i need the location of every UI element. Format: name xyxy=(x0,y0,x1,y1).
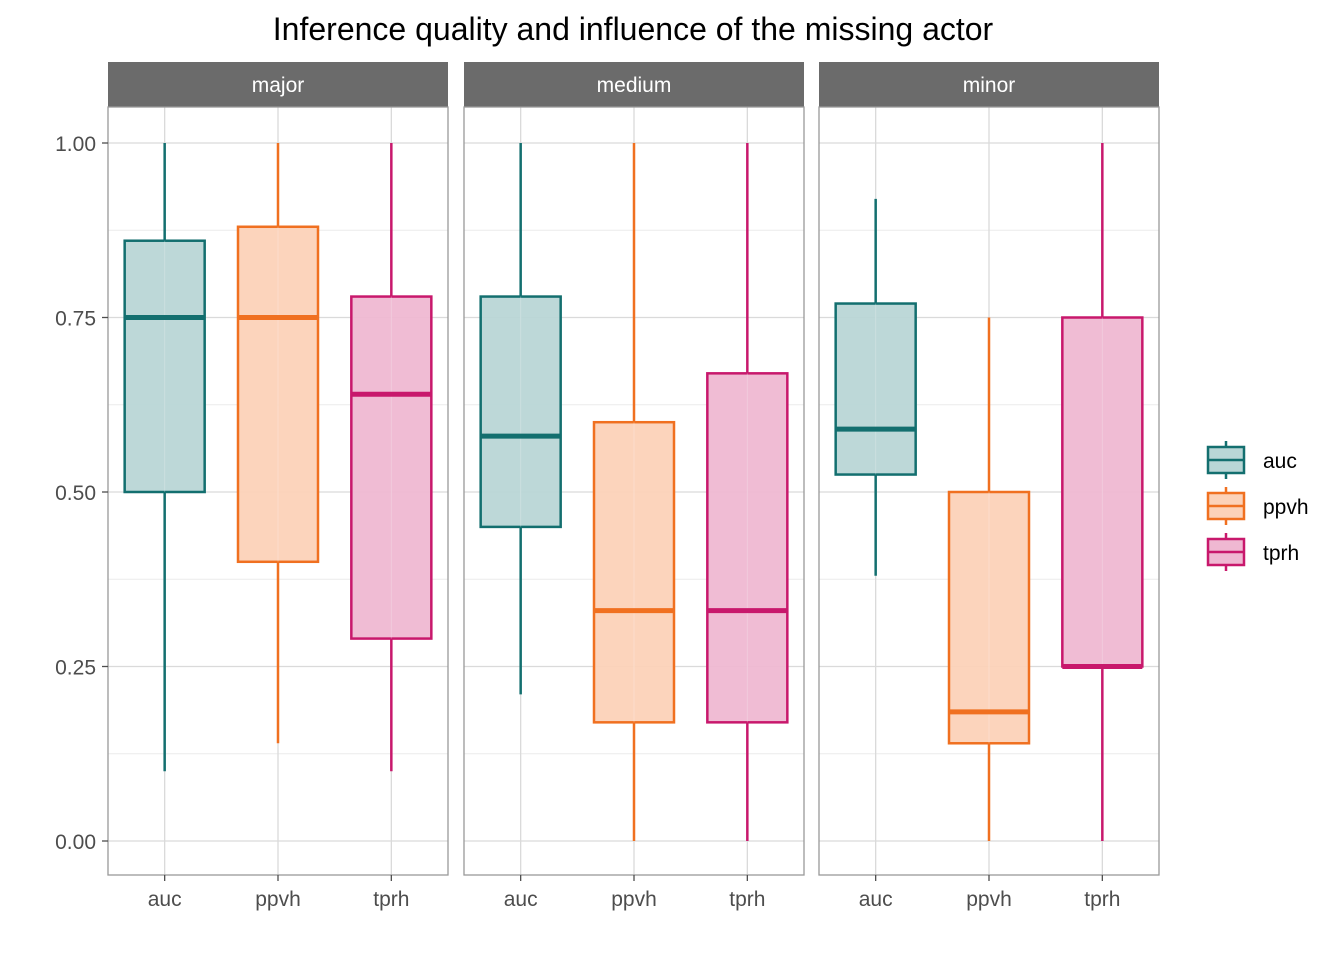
box-body xyxy=(350,295,433,640)
legend: auc ppvh tprh xyxy=(1206,441,1309,571)
y-tick-label: 0.00 xyxy=(55,831,96,854)
x-tick-label: tprh xyxy=(373,888,409,911)
x-tick-label: auc xyxy=(859,888,893,911)
box-body xyxy=(236,225,320,564)
x-tick-label: tprh xyxy=(729,888,765,911)
x-tick-label: ppvh xyxy=(611,888,657,911)
chart-title: Inference quality and influence of the m… xyxy=(273,11,994,47)
box-auc xyxy=(834,198,917,576)
box-ppvh xyxy=(236,143,320,744)
box-ppvh xyxy=(592,143,676,841)
box-auc xyxy=(123,143,206,772)
legend-label: tprh xyxy=(1263,542,1299,565)
y-tick-label: 0.50 xyxy=(55,482,96,505)
legend-label: ppvh xyxy=(1263,496,1309,519)
legend-item-tprh: tprh xyxy=(1206,533,1299,571)
box-body xyxy=(123,239,206,494)
box-ppvh xyxy=(947,317,1031,841)
legend-label: auc xyxy=(1263,450,1297,473)
facet-panel-minor: minor auc ppvh tprh xyxy=(818,62,1160,911)
facet-strip-label: minor xyxy=(963,74,1016,97)
facet-panel-medium: medium auc ppvh tprh xyxy=(463,62,805,911)
facet-strip-label: major xyxy=(252,74,305,97)
box-auc xyxy=(479,143,562,695)
x-tick-label: auc xyxy=(148,888,182,911)
facet-strip xyxy=(108,62,448,107)
box-tprh xyxy=(350,143,433,772)
legend-item-ppvh: ppvh xyxy=(1206,487,1309,525)
y-tick-label: 1.00 xyxy=(55,133,96,156)
box-body xyxy=(479,295,562,529)
facet-strip xyxy=(819,62,1159,107)
x-tick-label: ppvh xyxy=(966,888,1012,911)
facet-strip xyxy=(464,62,804,107)
x-tick-label: tprh xyxy=(1084,888,1120,911)
box-body xyxy=(592,420,676,724)
box-tprh xyxy=(1061,143,1144,841)
y-axis: 0.00 0.25 0.50 0.75 1.00 xyxy=(55,133,108,854)
box-body xyxy=(1061,316,1144,668)
facet-panels: major auc ppvh tprh medium auc ppvh tprh minor au… xyxy=(107,62,1160,911)
facet-panel-major: major auc ppvh tprh xyxy=(107,62,449,911)
facet-strip-label: medium xyxy=(597,74,672,97)
y-tick-label: 0.25 xyxy=(55,657,96,680)
legend-item-auc: auc xyxy=(1206,441,1297,479)
box-tprh xyxy=(706,143,789,841)
x-tick-label: ppvh xyxy=(255,888,301,911)
y-tick-label: 0.75 xyxy=(55,308,96,331)
box-body xyxy=(706,372,789,724)
box-body xyxy=(947,490,1031,745)
box-body xyxy=(834,302,917,476)
x-tick-label: auc xyxy=(504,888,538,911)
